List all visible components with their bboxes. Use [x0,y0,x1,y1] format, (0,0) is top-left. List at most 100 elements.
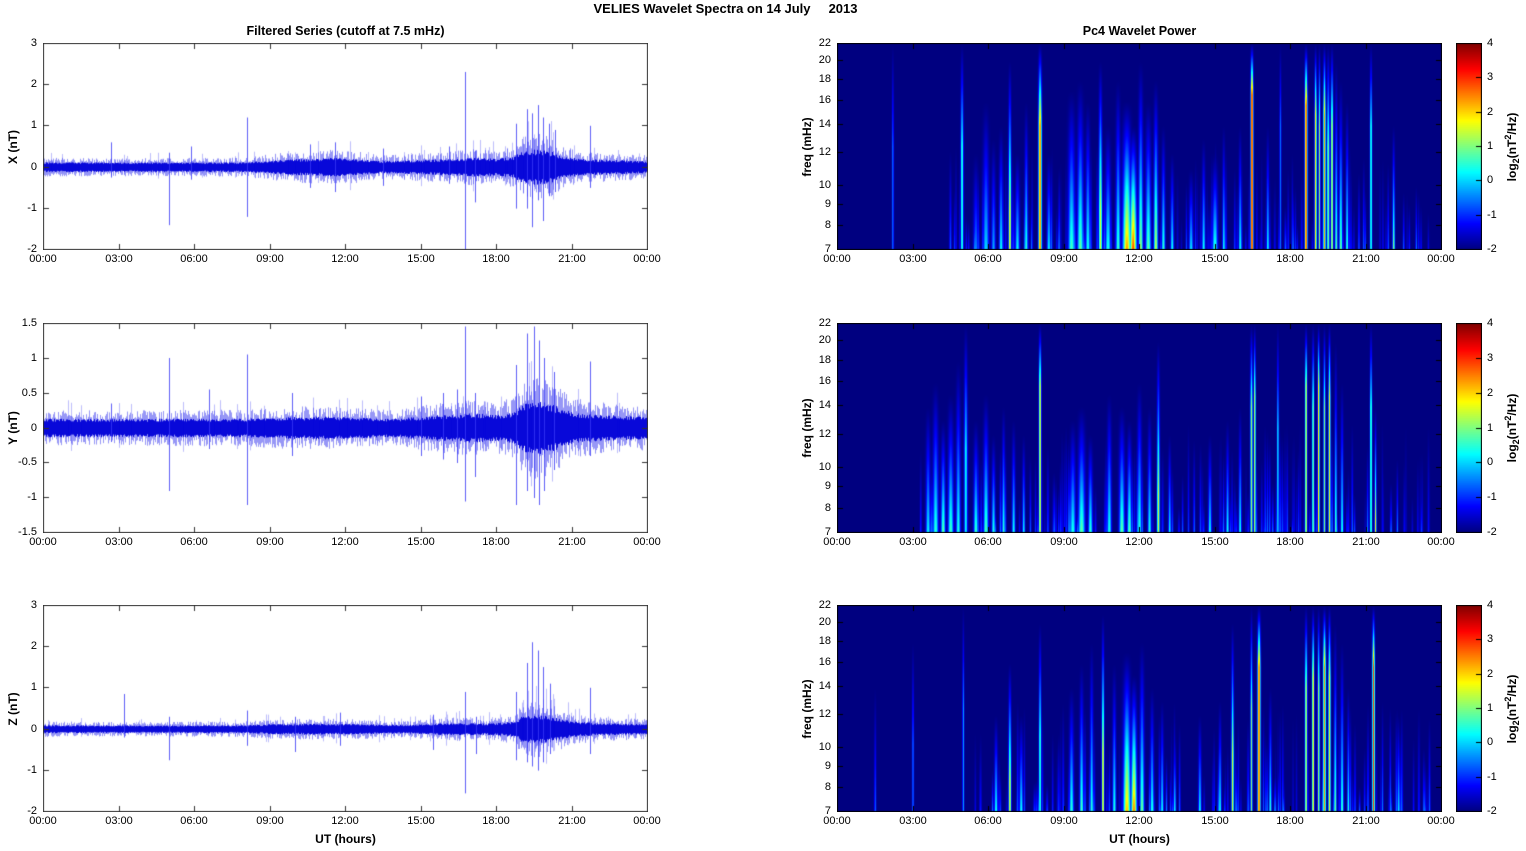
y-tick-label: 1 [30,119,37,132]
x-tick-label: 09:00 [1050,253,1078,265]
colorbar-tick-label: 2 [1487,667,1494,680]
y-axis-label-y-filtered-series: Y (nT) [6,411,20,445]
y-tick-label: 2 [30,78,37,91]
y-tick-label: 22 [818,37,831,49]
plot-canvas-z-filtered-series [43,605,648,812]
y-tick-label: 7 [824,526,831,538]
colorbar-tick-label: -1 [1487,208,1497,221]
y-tick-label: 0 [30,160,37,173]
y-tick-label: 22 [818,599,831,611]
colorbar-axis-label: log2(nT2/Hz) [1503,674,1521,743]
y-axis-label-z-wavelet-power: freq (mHz) [800,678,814,739]
x-tick-label: 21:00 [1352,536,1380,548]
y-tick-label: 9 [824,197,831,210]
x-tick-label: 18:00 [1276,253,1304,265]
x-tick-label: 18:00 [482,815,510,827]
y-tick-label: 20 [818,334,831,347]
y-tick-label: 8 [824,501,831,514]
x-tick-label: 21:00 [1352,253,1380,265]
colorbar-label-part: 2 [1502,134,1513,140]
y-tick-label: 10 [818,178,831,191]
y-tick-label: -1 [27,763,37,776]
x-tick-label: 18:00 [482,253,510,265]
x-tick-label: 06:00 [974,536,1002,548]
x-tick-label: 03:00 [105,536,133,548]
y-tick-label: 12 [818,427,831,440]
x-tick-label: 06:00 [180,253,208,265]
x-tick-label: 21:00 [558,253,586,265]
y-tick-label: 7 [824,243,831,255]
colorbar-tick-label: 4 [1487,317,1494,329]
x-tick-label: 00:00 [1427,253,1455,265]
x-tick-label: 12:00 [1125,253,1153,265]
y-tick-label: -2 [27,243,37,255]
x-tick-label: 21:00 [558,815,586,827]
x-axis-label: UT (hours) [315,832,376,846]
x-tick-label: 09:00 [256,815,284,827]
colorbar-tick-label: -1 [1487,770,1497,783]
y-tick-label: 2 [30,640,37,653]
x-tick-label: 00:00 [633,253,661,265]
x-tick-label: 03:00 [105,253,133,265]
x-tick-label: 21:00 [1352,815,1380,827]
y-axis-label-z-filtered-series: Z (nT) [6,691,20,726]
x-tick-label: 03:00 [899,253,927,265]
colorbar-tick-label: 1 [1487,702,1494,714]
colorbar-label-part: log [1504,162,1519,181]
subplot-title-x-wavelet-power: Pc4 Wavelet Power [1082,24,1197,38]
y-tick-label: 0 [30,421,37,434]
x-tick-label: 03:00 [899,815,927,827]
colorbar-label-part: /Hz) [1504,393,1519,416]
colorbar-label-part: (nT [1504,139,1519,158]
y-tick-label: 20 [818,54,831,67]
y-tick-label: -0.5 [18,456,37,469]
y-tick-label: 1 [30,351,37,364]
x-tick-label: 18:00 [1276,536,1304,548]
plot-canvas-x-wavelet-power [837,43,1442,250]
x-tick-label: 00:00 [1427,536,1455,548]
x-tick-label: 09:00 [1050,536,1078,548]
y-axis-label-x-wavelet-power: freq (mHz) [800,116,814,177]
x-tick-label: 00:00 [823,253,851,265]
y-tick-label: 14 [818,399,831,412]
colorbar-label-part: 2 [1502,415,1513,421]
x-tick-label: 00:00 [823,815,851,827]
x-tick-label: 06:00 [974,253,1002,265]
colorbar-tick-label: 2 [1487,105,1494,118]
x-tick-label: 15:00 [1201,815,1229,827]
y-tick-label: 12 [818,708,831,721]
colorbar-tick-label: 0 [1487,736,1494,749]
y-tick-label: 3 [30,599,37,611]
x-tick-label: 12:00 [331,253,359,265]
x-tick-label: 00:00 [823,536,851,548]
y-tick-label: 8 [824,780,831,793]
x-tick-label: 00:00 [633,536,661,548]
x-tick-label: 15:00 [1201,253,1229,265]
y-tick-label: 9 [824,480,831,493]
x-tick-label: 06:00 [974,815,1002,827]
x-tick-label: 15:00 [407,815,435,827]
x-tick-label: 06:00 [180,815,208,827]
y-axis-label-x-filtered-series: X (nT) [6,129,20,164]
y-axis-label-y-wavelet-power: freq (mHz) [800,398,814,458]
y-tick-label: 14 [818,680,831,693]
colorbar-label-part: (nT [1504,420,1519,440]
y-tick-label: 18 [818,353,831,366]
colorbar-label-part: 2 [1502,696,1513,702]
colorbar-tick-label: 1 [1487,140,1494,152]
y-tick-label: 16 [818,656,831,669]
colorbar-tick-label: 3 [1487,633,1494,646]
colorbar-label-part: 2 [1511,719,1522,725]
y-tick-label: -1 [27,491,37,504]
x-tick-label: 12:00 [1125,815,1153,827]
colorbar-canvas-y-wavelet-power [1456,323,1482,533]
x-tick-label: 18:00 [482,536,510,548]
x-tick-label: 06:00 [180,536,208,548]
y-tick-label: 1.5 [21,317,37,329]
colorbar-label-part: log [1504,444,1519,463]
y-tick-label: 18 [818,73,831,86]
colorbar-tick-label: -1 [1487,491,1497,504]
y-tick-label: 3 [30,37,37,49]
x-tick-label: 00:00 [1427,815,1455,827]
x-axis-label: UT (hours) [1109,832,1170,846]
